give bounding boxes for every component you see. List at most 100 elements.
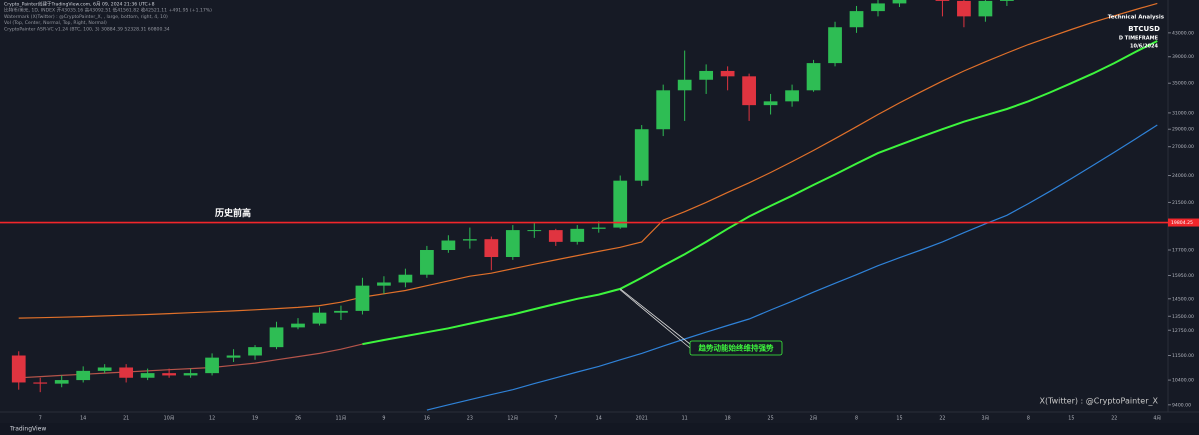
ma-line: [426, 124, 1158, 411]
ma-line: [362, 40, 1158, 346]
y-tick-label: 11500.00: [1172, 353, 1194, 359]
candle-body: [785, 90, 799, 102]
x-tick-label: 16: [424, 416, 430, 422]
x-tick-label: 14: [80, 416, 86, 422]
info-title: Technical Analysis: [1108, 15, 1165, 21]
candle-body: [720, 70, 735, 77]
candle-body: [591, 227, 606, 229]
ma-line: [18, 343, 363, 379]
x-tick-label: 22: [1111, 416, 1117, 422]
candle-body: [828, 27, 842, 64]
x-tick-label: 4月: [1153, 416, 1161, 422]
candle-body: [763, 101, 778, 106]
candle-body: [54, 380, 69, 384]
annotation-pointer: [619, 289, 691, 349]
candle-body: [441, 240, 456, 251]
candle-body: [527, 230, 542, 232]
y-tick-label: 39000.00: [1172, 54, 1194, 60]
info-date: 10/6/2024: [1130, 44, 1159, 50]
y-tick-label: 24000.00: [1172, 173, 1194, 179]
info-symbol: BTCUSD: [1128, 25, 1160, 33]
candle-body: [183, 373, 198, 376]
candle-body: [656, 90, 671, 130]
x-tick-label: 3月: [981, 416, 989, 422]
y-tick-label: 14500.00: [1172, 296, 1194, 302]
candle-body: [957, 0, 971, 17]
watermark: X(Twitter) : @CryptoPainter_X: [1039, 397, 1158, 406]
ma-line: [18, 2, 1158, 319]
candle-body: [570, 228, 585, 242]
x-tick-label: 25: [768, 416, 774, 422]
y-tick-label: 10400.00: [1172, 378, 1194, 384]
header-line: Watermark (X(Twitter) : @CryptoPainter_X…: [4, 14, 168, 20]
candle-body: [119, 367, 134, 378]
annotation-pointer: [619, 288, 691, 345]
y-tick-label: 17700.00: [1172, 248, 1194, 254]
x-tick-label: 11月: [336, 416, 347, 422]
candle-body: [140, 373, 155, 378]
candle-body: [1000, 0, 1014, 1]
candle-body: [613, 180, 628, 228]
candle-body: [377, 282, 391, 286]
candle-body: [677, 79, 692, 91]
x-tick-label: 7: [554, 416, 557, 422]
x-tick-label: 11: [682, 416, 688, 422]
candle-body: [742, 76, 756, 106]
y-tick-label: 21500.00: [1172, 200, 1194, 206]
y-tick-label: 15950.00: [1172, 273, 1194, 279]
info-timeframe: D TIMEFRAME: [1119, 36, 1159, 42]
x-tick-label: 9: [382, 416, 385, 422]
x-tick-label: 22: [939, 416, 945, 422]
annotation-text: 趋势动能始终维持强势: [698, 343, 774, 353]
y-tick-label: 13500.00: [1172, 314, 1194, 320]
x-tick-label: 23: [467, 416, 473, 422]
price-tag-label: 19804.25: [1171, 220, 1193, 226]
y-tick-label: 9400.00: [1172, 402, 1191, 408]
candle-body: [484, 239, 499, 258]
footer-brand: TradingView: [9, 426, 46, 433]
candle-body: [849, 11, 864, 28]
candle-body: [226, 355, 241, 358]
header-line: CryptoPainter ASR-VC v1.24 (BTC, 100, 3)…: [4, 26, 170, 32]
candle-body: [892, 0, 907, 4]
y-tick-label: 43000.00: [1172, 30, 1194, 36]
x-tick-label: 10月: [164, 416, 175, 422]
candle-body: [162, 373, 176, 376]
x-tick-label: 12: [209, 416, 215, 422]
x-tick-label: 8: [855, 416, 858, 422]
candle-body: [871, 3, 885, 12]
header-line: 比特币/美元, 1D, INDEX 开43035.16 高43092.51 低4…: [4, 7, 212, 14]
y-tick-label: 27000.00: [1172, 144, 1194, 150]
candle-body: [334, 310, 348, 313]
candle-body: [355, 285, 370, 311]
candle-body: [33, 382, 48, 384]
x-tick-label: 19: [252, 416, 258, 422]
candle-body: [420, 250, 434, 275]
candle-body: [398, 274, 413, 283]
y-tick-label: 12750.00: [1172, 328, 1194, 334]
candle-body: [462, 239, 477, 241]
x-tick-label: 26: [295, 416, 301, 422]
footer-bar: [0, 423, 1199, 435]
candle-body: [291, 323, 305, 328]
x-tick-label: 12月: [507, 416, 518, 422]
candle-body: [548, 230, 563, 242]
y-tick-label: 35000.00: [1172, 81, 1194, 87]
x-tick-label: 15: [1068, 416, 1074, 422]
annotation-box: [689, 340, 783, 356]
candle-body: [505, 230, 520, 258]
plot-area: [11, 0, 1158, 411]
candle-body: [97, 367, 112, 371]
candle-body: [634, 129, 649, 181]
x-tick-label: 14: [596, 416, 602, 422]
candle-body: [205, 357, 219, 374]
y-tick-label: 31000.00: [1172, 110, 1194, 116]
candle-body: [806, 63, 821, 91]
x-tick-label: 18: [725, 416, 731, 422]
header-line: Vol (Top, Center, Normal, Top, Right, No…: [4, 20, 107, 26]
candle-body: [76, 370, 91, 381]
y-tick-label: 29000.00: [1172, 127, 1194, 133]
